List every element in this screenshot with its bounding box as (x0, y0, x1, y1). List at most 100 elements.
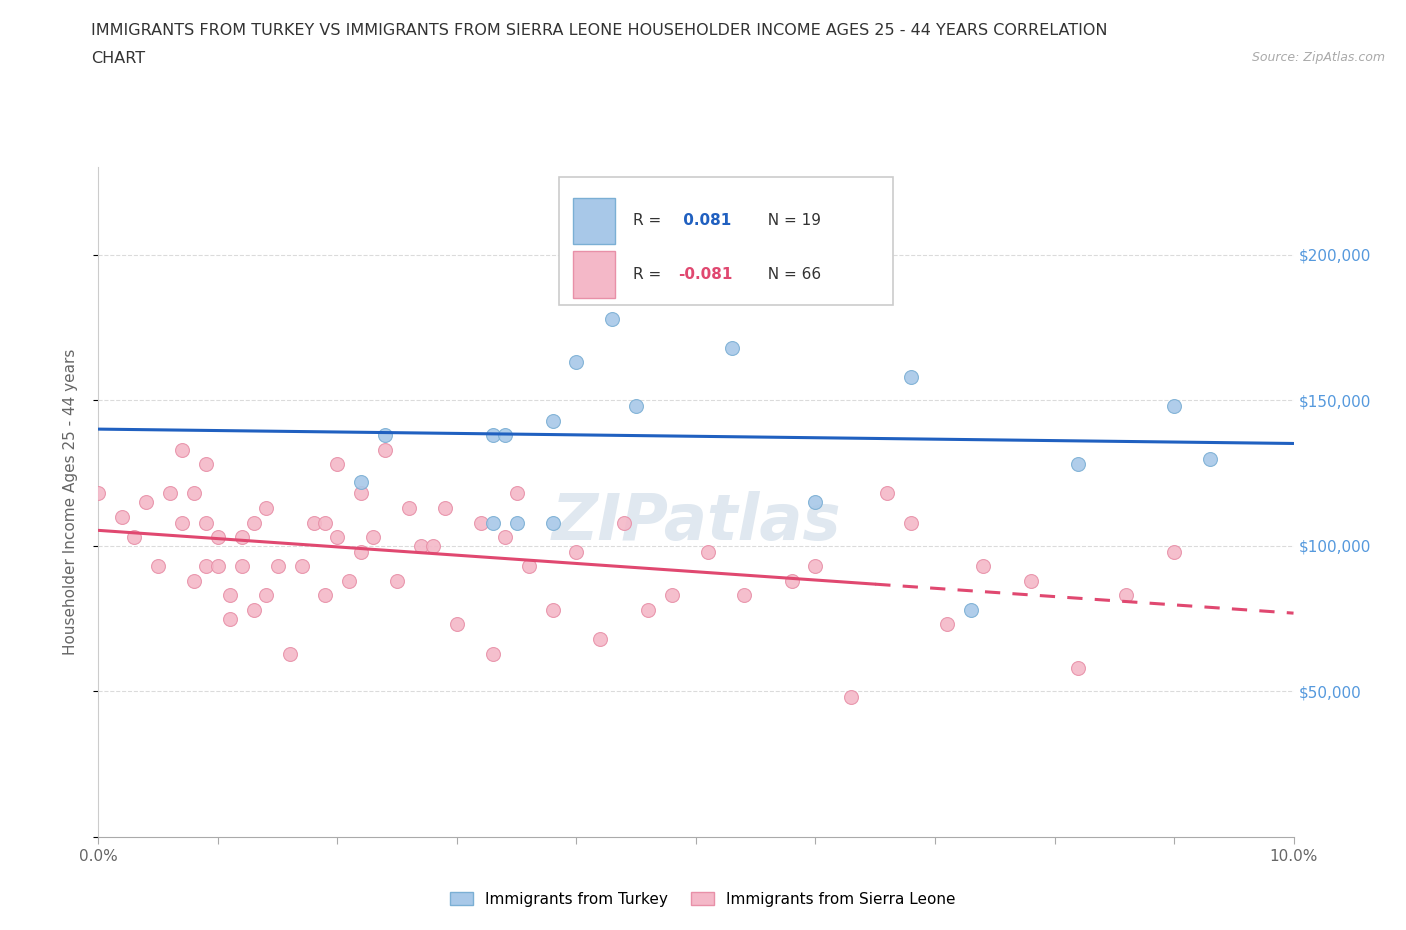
Point (135, 495, 157, 510)
Point (231, 530, 253, 545)
Point (278, 646, 301, 661)
Point (207, 530, 229, 545)
Point (374, 428, 396, 443)
Point (195, 515, 218, 530)
Point (517, 559, 540, 574)
Text: Source: ZipAtlas.com: Source: ZipAtlas.com (1251, 51, 1385, 64)
Point (972, 559, 994, 574)
Point (254, 588, 277, 603)
Point (374, 443, 396, 458)
Point (481, 646, 505, 661)
Point (602, 312, 624, 326)
Point (326, 530, 349, 545)
Point (243, 603, 266, 618)
Point (446, 617, 468, 631)
Point (494, 428, 516, 443)
Point (1067, 457, 1090, 472)
Point (339, 574, 360, 589)
Point (804, 559, 827, 574)
Point (231, 559, 253, 574)
Point (721, 340, 744, 355)
Point (637, 603, 659, 618)
Point (506, 486, 529, 501)
Point (733, 588, 755, 603)
Point (1163, 399, 1185, 414)
Point (422, 538, 444, 553)
Point (1067, 660, 1090, 675)
Point (470, 515, 492, 530)
Legend: Immigrants from Turkey, Immigrants from Sierra Leone: Immigrants from Turkey, Immigrants from … (444, 886, 962, 913)
Point (1163, 544, 1185, 559)
Text: IMMIGRANTS FROM TURKEY VS IMMIGRANTS FROM SIERRA LEONE HOUSEHOLDER INCOME AGES 2: IMMIGRANTS FROM TURKEY VS IMMIGRANTS FRO… (91, 23, 1108, 38)
Point (363, 530, 385, 545)
Point (195, 559, 218, 574)
FancyBboxPatch shape (558, 178, 893, 305)
Point (613, 515, 636, 530)
Point (207, 559, 229, 574)
Text: R =: R = (633, 214, 666, 229)
Point (195, 457, 218, 472)
Point (398, 500, 420, 515)
Point (661, 588, 683, 603)
FancyBboxPatch shape (572, 197, 614, 245)
Point (411, 538, 433, 553)
Point (159, 486, 181, 501)
Point (565, 544, 588, 559)
Point (111, 510, 134, 525)
Point (876, 486, 898, 501)
Point (243, 515, 266, 530)
Point (626, 399, 648, 414)
Point (326, 457, 349, 472)
Text: CHART: CHART (91, 51, 145, 66)
Point (291, 559, 314, 574)
Point (565, 355, 588, 370)
Point (172, 515, 194, 530)
Point (541, 603, 564, 618)
Text: -0.081: -0.081 (678, 267, 733, 282)
Point (172, 443, 194, 458)
Point (302, 515, 325, 530)
Point (1115, 588, 1137, 603)
Point (148, 559, 170, 574)
Point (183, 574, 205, 589)
Point (804, 495, 827, 510)
Point (385, 574, 409, 589)
Point (219, 588, 242, 603)
Point (434, 500, 457, 515)
Text: R =: R = (633, 267, 666, 282)
Text: N = 66: N = 66 (758, 267, 821, 282)
Point (124, 530, 146, 545)
Point (589, 631, 612, 646)
Point (506, 515, 529, 530)
FancyBboxPatch shape (572, 251, 614, 298)
Point (900, 515, 922, 530)
Point (87, 486, 110, 501)
Point (960, 603, 983, 618)
Point (661, 253, 683, 268)
Point (350, 544, 373, 559)
Point (541, 515, 564, 530)
Text: N = 19: N = 19 (758, 214, 821, 229)
Point (481, 428, 505, 443)
Point (1198, 451, 1220, 466)
Point (841, 690, 863, 705)
Point (494, 530, 516, 545)
Point (315, 588, 337, 603)
Y-axis label: Householder Income Ages 25 - 44 years: Householder Income Ages 25 - 44 years (63, 349, 77, 656)
Point (254, 500, 277, 515)
Point (697, 544, 720, 559)
Point (267, 559, 290, 574)
Point (183, 486, 205, 501)
Point (936, 617, 959, 631)
Point (541, 413, 564, 428)
Point (219, 611, 242, 626)
Point (1019, 574, 1042, 589)
Point (350, 474, 373, 489)
Text: ZIPatlas: ZIPatlas (551, 491, 841, 553)
Point (315, 515, 337, 530)
Point (900, 369, 922, 384)
Point (350, 486, 373, 501)
Point (481, 515, 505, 530)
Point (780, 574, 803, 589)
Text: 0.081: 0.081 (678, 214, 731, 229)
